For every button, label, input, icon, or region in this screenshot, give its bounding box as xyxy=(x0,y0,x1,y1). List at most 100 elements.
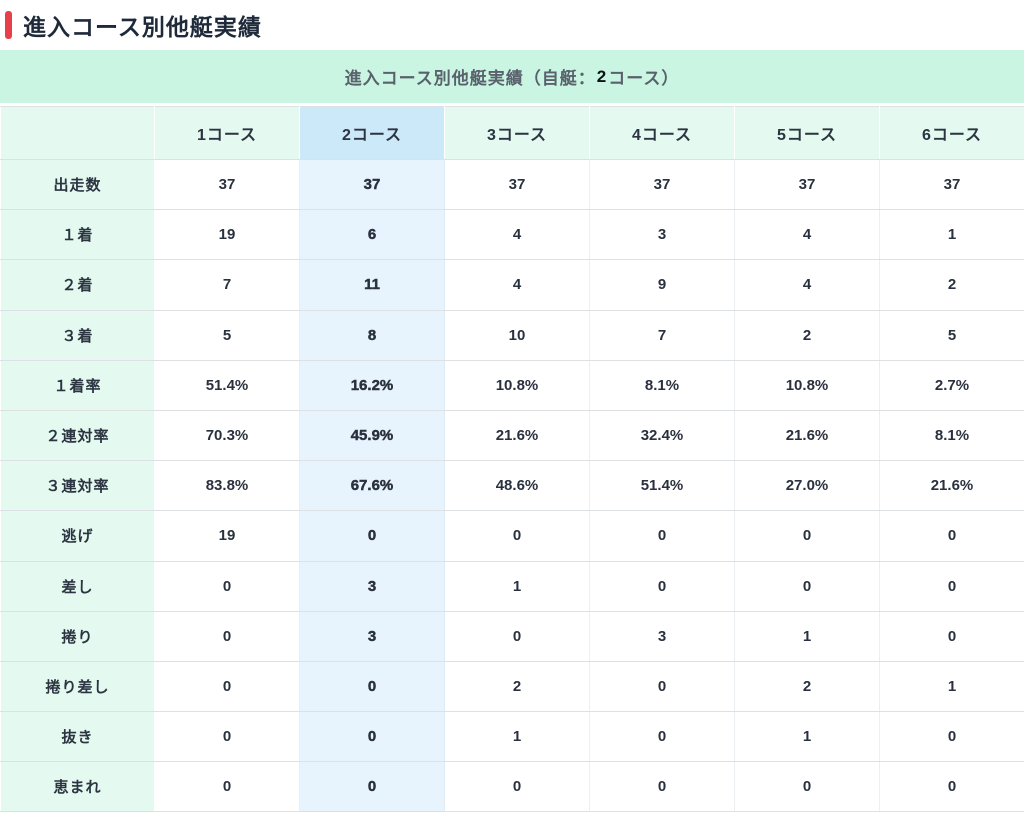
page-header: 進入コース別他艇実績 xyxy=(0,0,1024,50)
data-cell: 0 xyxy=(734,761,880,813)
data-cell: 5 xyxy=(879,309,1024,361)
data-cell: 70.3% xyxy=(154,409,300,462)
table-row: 逃げ 19 0 0 0 0 0 xyxy=(0,510,1024,562)
table-row: ３着 5 8 10 7 2 5 xyxy=(0,309,1024,361)
data-cell: 37 xyxy=(299,158,445,211)
table-row: １着 19 6 4 3 4 1 xyxy=(0,209,1024,261)
data-cell: 5 xyxy=(154,309,300,361)
data-cell: 37 xyxy=(154,158,300,211)
data-cell: 16.2% xyxy=(299,359,445,411)
data-cell: 1 xyxy=(879,209,1024,261)
data-cell: 51.4% xyxy=(154,359,300,411)
row-label: １着率 xyxy=(0,359,155,411)
data-cell: 3 xyxy=(299,560,445,612)
data-cell: 8 xyxy=(299,309,445,361)
data-cell: 0 xyxy=(154,660,300,713)
own-boat-course-number: 2 xyxy=(596,66,608,86)
table-row: 出走数 37 37 37 37 37 37 xyxy=(0,158,1024,211)
data-cell: 48.6% xyxy=(444,460,590,512)
table-caption-prefix: 進入コース別他艇実績（自艇： xyxy=(344,69,596,88)
data-cell: 8.1% xyxy=(589,359,735,411)
course-results-table: 1コース 2コース 3コース 4コース 5コース 6コース 出走数 37 37 37 37 37 37… xyxy=(0,106,1024,813)
data-cell: 0 xyxy=(734,560,880,612)
data-cell: 3 xyxy=(299,610,445,662)
data-cell: 11 xyxy=(299,259,445,311)
page-title: 進入コース別他艇実績 xyxy=(23,14,262,40)
data-cell: 21.6% xyxy=(444,409,590,462)
data-cell: 37 xyxy=(589,158,735,211)
data-cell: 0 xyxy=(154,560,300,612)
data-cell: 0 xyxy=(879,761,1024,813)
data-cell: 2 xyxy=(734,309,880,361)
data-cell: 0 xyxy=(879,610,1024,662)
data-cell: 0 xyxy=(299,711,445,763)
row-label: ２着 xyxy=(0,259,155,311)
table-header-row: 1コース 2コース 3コース 4コース 5コース 6コース xyxy=(0,106,1024,160)
data-cell: 27.0% xyxy=(734,460,880,512)
row-label: １着 xyxy=(0,209,155,261)
data-cell: 0 xyxy=(589,510,735,562)
data-cell: 4 xyxy=(444,209,590,261)
data-cell: 51.4% xyxy=(589,460,735,512)
data-cell: 0 xyxy=(879,510,1024,562)
data-cell: 9 xyxy=(589,259,735,311)
column-header-course-3: 3コース xyxy=(444,106,590,160)
data-cell: 10 xyxy=(444,309,590,361)
row-label: 捲り差し xyxy=(0,660,155,713)
row-label: 捲り xyxy=(0,610,155,662)
table-row: ２連対率 70.3% 45.9% 21.6% 32.4% 21.6% 8.1% xyxy=(0,409,1024,462)
corner-cell xyxy=(0,106,155,160)
row-label: ３連対率 xyxy=(0,460,155,512)
data-cell: 21.6% xyxy=(879,460,1024,512)
data-cell: 1 xyxy=(734,610,880,662)
table-row: ３連対率 83.8% 67.6% 48.6% 51.4% 27.0% 21.6% xyxy=(0,460,1024,512)
data-cell: 19 xyxy=(154,510,300,562)
column-header-course-4: 4コース xyxy=(589,106,735,160)
data-cell: 7 xyxy=(589,309,735,361)
column-header-course-1: 1コース xyxy=(154,106,300,160)
data-cell: 3 xyxy=(589,610,735,662)
row-label: 逃げ xyxy=(0,510,155,562)
table-row: １着率 51.4% 16.2% 10.8% 8.1% 10.8% 2.7% xyxy=(0,359,1024,411)
data-cell: 4 xyxy=(444,259,590,311)
data-cell: 0 xyxy=(154,761,300,813)
data-cell: 67.6% xyxy=(299,460,445,512)
data-cell: 10.8% xyxy=(444,359,590,411)
data-cell: 2.7% xyxy=(879,359,1024,411)
data-cell: 1 xyxy=(879,660,1024,713)
data-cell: 0 xyxy=(299,761,445,813)
table-caption: 進入コース別他艇実績（自艇： 2 コース） xyxy=(0,50,1024,103)
row-label: ２連対率 xyxy=(0,409,155,462)
table-row: 捲り 0 3 0 3 1 0 xyxy=(0,610,1024,662)
row-label: 抜き xyxy=(0,711,155,763)
table-caption-suffix: コース） xyxy=(608,69,680,88)
data-cell: 1 xyxy=(444,560,590,612)
data-cell: 0 xyxy=(299,510,445,562)
data-cell: 0 xyxy=(154,610,300,662)
data-cell: 2 xyxy=(734,660,880,713)
data-cell: 6 xyxy=(299,209,445,261)
data-cell: 4 xyxy=(734,259,880,311)
data-cell: 7 xyxy=(154,259,300,311)
title-accent-bar xyxy=(5,11,12,39)
data-cell: 0 xyxy=(589,560,735,612)
data-cell: 3 xyxy=(589,209,735,261)
data-cell: 83.8% xyxy=(154,460,300,512)
table-row: 恵まれ 0 0 0 0 0 0 xyxy=(0,761,1024,813)
data-cell: 0 xyxy=(879,560,1024,612)
data-cell: 0 xyxy=(589,660,735,713)
data-cell: 19 xyxy=(154,209,300,261)
column-header-course-2: 2コース xyxy=(299,106,445,160)
data-cell: 0 xyxy=(589,761,735,813)
column-header-course-6: 6コース xyxy=(879,106,1024,160)
data-cell: 8.1% xyxy=(879,409,1024,462)
column-header-course-5: 5コース xyxy=(734,106,880,160)
table-row: 抜き 0 0 1 0 1 0 xyxy=(0,711,1024,763)
data-cell: 2 xyxy=(879,259,1024,311)
data-cell: 1 xyxy=(734,711,880,763)
row-label: 恵まれ xyxy=(0,761,155,813)
data-cell: 0 xyxy=(444,761,590,813)
data-cell: 0 xyxy=(879,711,1024,763)
data-cell: 37 xyxy=(879,158,1024,211)
table-row: 捲り差し 0 0 2 0 2 1 xyxy=(0,660,1024,713)
